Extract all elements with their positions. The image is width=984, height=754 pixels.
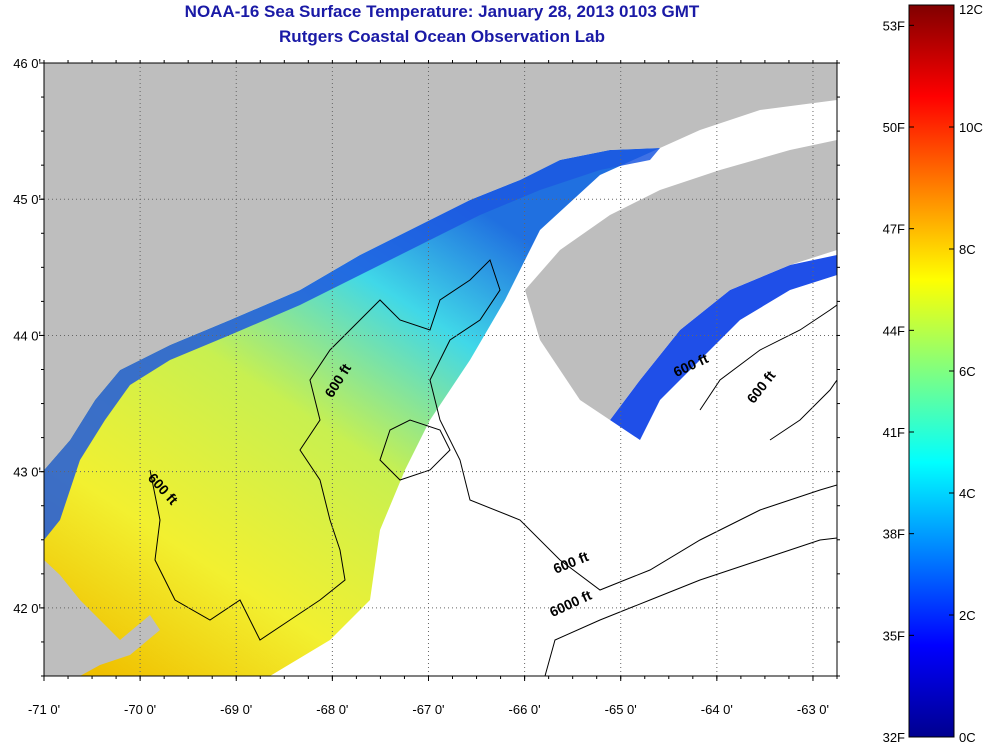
colorbar-f-label: 53F (883, 18, 905, 33)
contour-600ft-gulf (149, 259, 837, 641)
lat-tick-label: 46 0' (13, 56, 41, 71)
colorbar (908, 4, 955, 738)
contour-600ft-scotian (699, 304, 837, 441)
colorbar-f-label: 41F (883, 425, 905, 440)
lon-tick-label: -70 0' (124, 702, 156, 717)
lon-tick-label: -66 0' (509, 702, 541, 717)
colorbar-c-label: 10C (959, 120, 983, 135)
lon-tick-label: -65 0' (605, 702, 637, 717)
colorbar-f-label: 44F (883, 323, 905, 338)
sst-scotian-shelf (610, 255, 837, 440)
colorbar-f-label: 47F (883, 222, 905, 237)
colorbar-c-label: 8C (959, 242, 976, 257)
lat-tick-label: 44 0' (13, 328, 41, 343)
colorbar-f-label: 32F (883, 730, 905, 745)
land-maine (44, 63, 837, 470)
lat-tick-label: 45 0' (13, 192, 41, 207)
map-axis-ticks: -71 0' -70 0' -69 0' -68 0' -67 0' -66 0' -65 … (13, 56, 840, 717)
colorbar-f-label: 35F (883, 628, 905, 643)
lon-tick-label: -64 0' (701, 702, 733, 717)
contour-6000ft (544, 537, 837, 676)
lon-tick-label: -63 0' (797, 702, 829, 717)
bathymetry-contours (149, 259, 837, 676)
map-gridlines (44, 63, 837, 676)
colorbar-c-label: 12C (959, 2, 983, 17)
colorbar-c-label: 0C (959, 730, 976, 745)
colorbar-f-label: 50F (883, 120, 905, 135)
map-subtitle: Rutgers Coastal Ocean Observation Lab (279, 27, 605, 46)
colorbar-ticks: 12C 10C 8C 6C 4C 2C 0C 53F 50F 47F 44F 41F 38F 35F 32F (883, 2, 983, 745)
lon-tick-label: -67 0' (412, 702, 444, 717)
contour-600ft-basin (379, 419, 451, 481)
map-title: NOAA-16 Sea Surface Temperature: January… (184, 2, 700, 21)
lat-tick-label: 42 0' (13, 601, 41, 616)
lon-tick-label: -68 0' (316, 702, 348, 717)
lon-tick-label: -71 0' (28, 702, 60, 717)
land-cape-cod (44, 560, 160, 676)
colorbar-c-label: 6C (959, 364, 976, 379)
lon-tick-label: -69 0' (220, 702, 252, 717)
colorbar-c-label: 2C (959, 608, 976, 623)
sst-field (44, 148, 660, 676)
colorbar-c-label: 4C (959, 486, 976, 501)
colorbar-f-label: 38F (883, 527, 905, 542)
lat-tick-label: 43 0' (13, 465, 41, 480)
land-nova-scotia (525, 140, 837, 420)
